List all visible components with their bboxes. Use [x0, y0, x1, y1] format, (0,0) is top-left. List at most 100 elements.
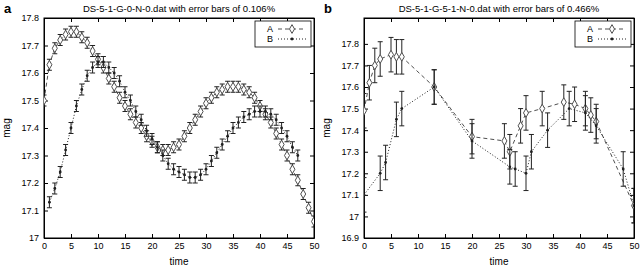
error-bar: [209, 92, 214, 103]
x-mirror-tick: [553, 18, 554, 22]
data-point: [209, 93, 214, 102]
data-point: [74, 27, 79, 36]
x-tick: 10: [93, 234, 103, 251]
data-point: [378, 55, 383, 64]
x-tick-label: 35: [228, 241, 238, 251]
data-point: [194, 176, 197, 179]
x-mirror-tick: [418, 18, 419, 22]
error-bar: [583, 96, 588, 131]
y-tick-label: 17.4: [21, 123, 39, 133]
y-tick: 17.6: [21, 68, 48, 78]
data-point: [90, 47, 95, 56]
data-point: [379, 172, 382, 175]
x-mirror-tick: [499, 18, 500, 22]
error-bar: [117, 76, 122, 87]
x-mirror-tick-mark: [179, 18, 180, 22]
error-bar: [47, 59, 52, 70]
plot-frame: [44, 18, 314, 238]
x-tick-label: 25: [174, 241, 184, 251]
x-mirror-tick-mark: [233, 18, 234, 22]
x-tick: 5: [389, 234, 394, 251]
y-tick-label: 17.2: [21, 178, 39, 188]
x-tick-mark: [71, 234, 72, 238]
x-tick-label: 40: [575, 241, 585, 251]
y-mirror-tick-mark: [630, 173, 634, 174]
x-mirror-tick-mark: [553, 18, 554, 22]
x-tick-mark: [418, 234, 419, 238]
data-point: [248, 113, 251, 116]
data-point: [284, 151, 289, 160]
error-bar: [198, 169, 203, 180]
data-point: [167, 162, 170, 165]
y-tick-label: 17: [349, 212, 359, 222]
data-point: [75, 105, 78, 108]
x-tick-mark: [445, 234, 446, 238]
error-bar: [47, 197, 52, 208]
series-line: [49, 62, 297, 202]
error-bar: [513, 152, 518, 187]
y-mirror-tick-mark: [630, 87, 634, 88]
data-point: [595, 124, 598, 127]
data-point: [79, 33, 84, 42]
x-mirror-tick: [472, 18, 473, 22]
legend-marker: [291, 38, 294, 41]
error-bar: [123, 87, 128, 98]
x-tick: 20: [467, 234, 477, 251]
legend-label: B: [267, 34, 273, 44]
legend-marker: [289, 25, 294, 34]
error-bar: [236, 117, 241, 128]
y-mirror-tick-mark: [310, 156, 314, 157]
x-axis: 05101520253035404550: [362, 234, 640, 251]
data-point: [85, 38, 90, 47]
y-mirror-tick: [310, 73, 314, 74]
y-axis: 16.91717.117.217.317.417.517.617.717.8: [341, 19, 368, 244]
y-tick-mark: [364, 152, 368, 153]
y-mirror-tick-mark: [630, 238, 634, 239]
x-mirror-tick: [233, 18, 234, 22]
y-tick: 17.6: [341, 82, 368, 92]
data-point: [129, 99, 132, 102]
y-tick-label: 17.7: [21, 41, 39, 51]
data-point: [252, 93, 257, 102]
error-bar: [220, 139, 225, 150]
x-mirror-tick-mark: [418, 18, 419, 22]
x-mirror-tick: [526, 18, 527, 22]
data-point: [367, 78, 372, 87]
y-tick-mark: [44, 211, 48, 212]
data-point: [188, 176, 191, 179]
x-mirror-tick-mark: [125, 18, 126, 22]
plot-area: [44, 26, 314, 227]
error-bar: [128, 109, 133, 120]
error-bar: [166, 158, 171, 169]
y-tick-label: 17.3: [21, 151, 39, 161]
error-bar: [364, 93, 367, 128]
data-point: [622, 168, 625, 171]
y-mirror-tick: [310, 128, 314, 129]
y-mirror-tick: [630, 152, 634, 153]
y-mirror-tick: [310, 211, 314, 212]
error-bar: [545, 113, 550, 148]
legend-label: A: [587, 24, 593, 34]
legend: AB: [575, 21, 631, 47]
x-tick-mark: [580, 234, 581, 238]
error-bar: [79, 84, 84, 95]
data-point: [117, 93, 122, 102]
data-point: [296, 154, 299, 157]
data-point: [64, 149, 67, 152]
error-bar: [247, 109, 252, 120]
error-bar: [312, 216, 315, 227]
data-point: [311, 217, 314, 226]
legend-marker: [611, 38, 614, 41]
data-point: [568, 107, 571, 110]
error-bar: [79, 32, 84, 43]
error-bar: [236, 81, 241, 92]
error-bar: [139, 114, 144, 125]
x-mirror-tick-mark: [98, 18, 99, 22]
data-point: [259, 110, 262, 113]
error-bar: [52, 183, 57, 194]
error-bar: [252, 106, 257, 117]
data-point: [508, 165, 511, 168]
data-point: [106, 74, 111, 83]
x-tick: 35: [548, 234, 558, 251]
legend: AB: [255, 21, 311, 47]
